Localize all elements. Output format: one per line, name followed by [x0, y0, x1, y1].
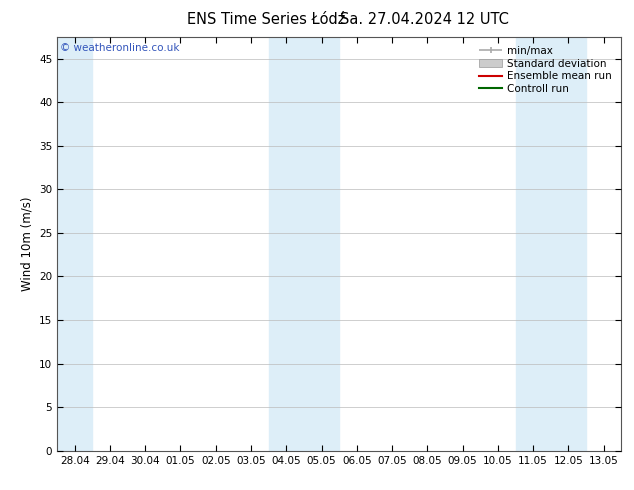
Bar	[515, 37, 586, 451]
Y-axis label: Wind 10m (m/s): Wind 10m (m/s)	[20, 196, 34, 291]
Bar	[269, 37, 339, 451]
Text: © weatheronline.co.uk: © weatheronline.co.uk	[60, 43, 179, 53]
Text: ENS Time Series Łódź: ENS Time Series Łódź	[187, 12, 346, 27]
Bar	[57, 37, 93, 451]
Text: Sa. 27.04.2024 12 UTC: Sa. 27.04.2024 12 UTC	[340, 12, 509, 27]
Legend: min/max, Standard deviation, Ensemble mean run, Controll run: min/max, Standard deviation, Ensemble me…	[475, 42, 616, 98]
